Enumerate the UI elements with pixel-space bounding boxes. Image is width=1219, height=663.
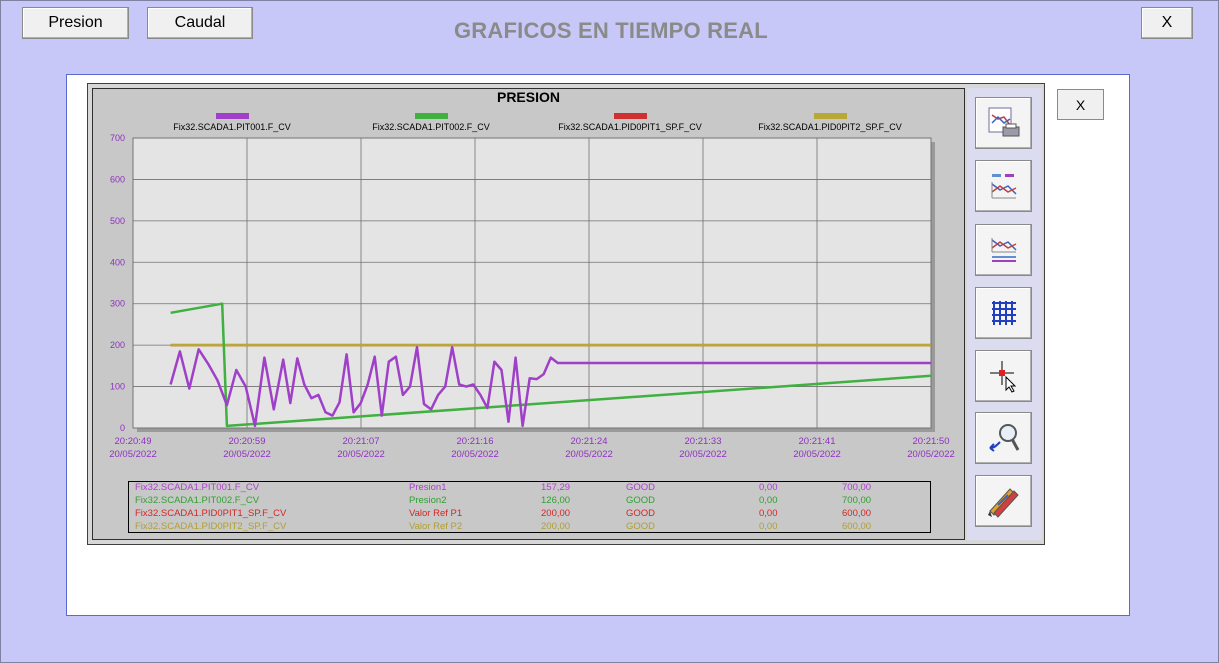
legend-label: Fix32.SCADA1.PID0PIT2_SP.F_CV bbox=[758, 122, 902, 132]
desc-cell: Presion2 bbox=[409, 495, 447, 506]
legend-swatch bbox=[613, 113, 647, 119]
desc-cell: Valor Ref P2 bbox=[409, 521, 463, 532]
print-chart-button[interactable] bbox=[975, 97, 1032, 149]
min-cell: 0,00 bbox=[759, 495, 778, 506]
legend-bottom-button[interactable] bbox=[975, 224, 1032, 276]
table-row[interactable]: Fix32.SCADA1.PID0PIT1_SP.F_CV Valor Ref … bbox=[129, 508, 930, 521]
edit-pens-button[interactable] bbox=[975, 475, 1032, 527]
max-cell: 600,00 bbox=[842, 521, 872, 532]
legend-bottom-icon bbox=[991, 238, 1017, 262]
desc-cell: Valor Ref P1 bbox=[409, 508, 463, 519]
legend-swatch bbox=[414, 113, 448, 119]
tag-cell: Fix32.SCADA1.PID0PIT1_SP.F_CV bbox=[135, 508, 287, 519]
chart-title: PRESION bbox=[496, 89, 560, 105]
table-row[interactable]: Fix32.SCADA1.PIT001.F_CV Presion1 157,29… bbox=[129, 482, 930, 495]
value-cell: 200,00 bbox=[541, 521, 571, 532]
legend-label: Fix32.SCADA1.PIT001.F_CV bbox=[173, 122, 291, 132]
quality-cell: GOOD bbox=[626, 482, 656, 493]
legend-top-button[interactable] bbox=[975, 160, 1032, 212]
grid-icon bbox=[991, 301, 1016, 325]
legend-item: Fix32.SCADA1.PIT001.F_CV bbox=[150, 113, 314, 132]
min-cell: 0,00 bbox=[759, 508, 778, 519]
edit-pens-icon bbox=[987, 488, 1019, 518]
legend-item: Fix32.SCADA1.PID0PIT1_SP.F_CV bbox=[530, 113, 730, 132]
presion-button[interactable]: Presion bbox=[22, 7, 129, 39]
legend-item: Fix32.SCADA1.PID0PIT2_SP.F_CV bbox=[730, 113, 930, 132]
table-row[interactable]: Fix32.SCADA1.PIT002.F_CV Presion2 126,00… bbox=[129, 495, 930, 508]
grid-toggle-button[interactable] bbox=[975, 287, 1032, 339]
quality-cell: GOOD bbox=[626, 521, 656, 532]
max-cell: 600,00 bbox=[842, 508, 872, 519]
tag-cell: Fix32.SCADA1.PID0PIT2_SP.F_CV bbox=[135, 521, 287, 532]
desc-cell: Presion1 bbox=[409, 482, 447, 493]
quality-cell: GOOD bbox=[626, 508, 656, 519]
crosshair-button[interactable] bbox=[975, 350, 1032, 402]
page-title: GRAFICOS EN TIEMPO REAL bbox=[454, 18, 768, 43]
legend-top-icon bbox=[991, 174, 1017, 199]
caudal-button[interactable]: Caudal bbox=[147, 7, 253, 39]
min-cell: 0,00 bbox=[759, 482, 778, 493]
zoom-button[interactable] bbox=[975, 412, 1032, 464]
pen-table: Fix32.SCADA1.PIT001.F_CV Presion1 157,29… bbox=[128, 481, 931, 533]
value-cell: 157,29 bbox=[541, 482, 571, 493]
quality-cell: GOOD bbox=[626, 495, 656, 506]
tag-cell: Fix32.SCADA1.PIT002.F_CV bbox=[135, 495, 260, 506]
zoom-icon bbox=[988, 424, 1019, 452]
value-cell: 126,00 bbox=[541, 495, 571, 506]
tag-cell: Fix32.SCADA1.PIT001.F_CV bbox=[135, 482, 260, 493]
table-row[interactable]: Fix32.SCADA1.PID0PIT2_SP.F_CV Valor Ref … bbox=[129, 521, 930, 534]
legend-swatch bbox=[813, 113, 847, 119]
max-cell: 700,00 bbox=[842, 495, 872, 506]
crosshair-cursor-icon bbox=[989, 361, 1016, 393]
legend-item: Fix32.SCADA1.PIT002.F_CV bbox=[348, 113, 514, 132]
legend-swatch bbox=[215, 113, 249, 119]
legend-label: Fix32.SCADA1.PID0PIT1_SP.F_CV bbox=[558, 122, 702, 132]
min-cell: 0,00 bbox=[759, 521, 778, 532]
print-chart-icon bbox=[988, 107, 1019, 137]
value-cell: 200,00 bbox=[541, 508, 571, 519]
close-window-button[interactable]: X bbox=[1141, 7, 1193, 39]
chart-area[interactable] bbox=[92, 88, 965, 540]
close-chart-button[interactable]: X bbox=[1057, 89, 1104, 120]
max-cell: 700,00 bbox=[842, 482, 872, 493]
legend-label: Fix32.SCADA1.PIT002.F_CV bbox=[372, 122, 490, 132]
